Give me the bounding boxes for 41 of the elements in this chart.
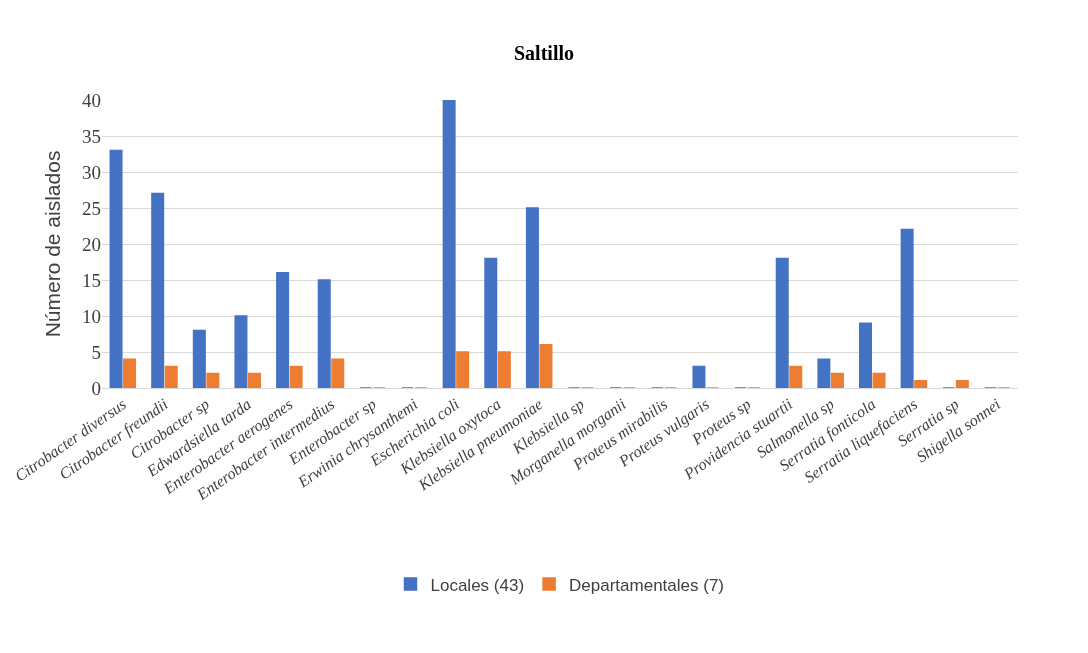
bar [247,372,261,388]
bar [192,329,206,388]
bar [234,315,248,388]
bar [151,192,165,388]
y-axis-title: Número de aislados [41,150,65,338]
bar [525,207,539,388]
bar [317,279,331,388]
y-tick-label: 30 [82,161,101,183]
bar [123,358,137,388]
y-tick-label: 5 [91,341,101,363]
bar [109,149,123,388]
bar [914,380,928,388]
y-tick-label: 35 [82,125,101,147]
y-tick-label: 15 [82,269,101,291]
bar [900,228,914,388]
bar [539,344,553,388]
bar [289,365,303,388]
bar [955,380,969,388]
bar [164,365,178,388]
y-tick-label: 0 [91,377,101,399]
bar [859,322,873,388]
bar [830,372,844,388]
bar [872,372,886,388]
bar [442,100,456,388]
legend-label: Locales (43) [430,575,525,595]
y-tick-label: 40 [82,89,101,111]
bar [775,257,789,388]
y-tick-label: 25 [82,197,101,219]
bar [484,257,498,388]
y-tick-label: 10 [82,305,101,327]
chart-title: Saltillo [513,41,575,64]
legend-label: Departamentales (7) [569,575,725,595]
bar [456,351,470,388]
bar [497,351,511,388]
bar [817,358,831,388]
y-tick-label: 20 [82,233,101,255]
bar [692,365,706,388]
bar [331,358,345,388]
bar [276,272,290,388]
bar [789,365,803,388]
bar [206,372,220,388]
